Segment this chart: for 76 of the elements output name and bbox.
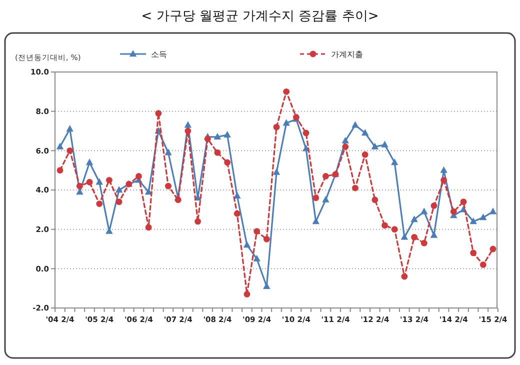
point bbox=[361, 128, 369, 136]
point bbox=[371, 142, 379, 150]
point bbox=[56, 142, 64, 150]
point bbox=[312, 194, 320, 202]
point bbox=[352, 184, 358, 192]
point bbox=[224, 159, 230, 166]
point bbox=[411, 234, 418, 240]
point bbox=[234, 210, 240, 217]
point bbox=[115, 186, 123, 193]
point bbox=[430, 202, 438, 209]
point bbox=[480, 262, 486, 268]
point bbox=[362, 151, 368, 158]
point bbox=[322, 173, 329, 180]
point bbox=[430, 231, 438, 238]
point bbox=[214, 132, 222, 140]
point bbox=[244, 291, 250, 298]
point bbox=[440, 166, 448, 173]
point bbox=[302, 130, 310, 136]
point bbox=[224, 130, 231, 138]
point bbox=[155, 110, 162, 116]
point bbox=[243, 241, 251, 248]
point bbox=[470, 250, 477, 256]
point bbox=[76, 182, 83, 190]
point bbox=[174, 196, 182, 204]
point bbox=[283, 88, 290, 95]
point bbox=[194, 218, 201, 225]
point bbox=[145, 224, 152, 231]
point bbox=[253, 254, 260, 262]
point bbox=[312, 217, 320, 224]
point bbox=[214, 149, 221, 156]
point bbox=[352, 121, 359, 128]
chart-title: < 가구당 월평균 가계수지 증감률 추이> bbox=[141, 9, 379, 24]
legend-label: 소득 bbox=[151, 50, 167, 59]
legend-label: 가계지출 bbox=[331, 50, 363, 59]
point bbox=[322, 196, 330, 202]
point bbox=[489, 208, 497, 214]
point bbox=[372, 196, 378, 204]
point bbox=[480, 214, 487, 220]
point bbox=[470, 217, 477, 224]
point bbox=[96, 178, 103, 185]
point bbox=[342, 136, 349, 144]
point bbox=[410, 216, 418, 222]
point bbox=[460, 198, 467, 205]
point bbox=[401, 273, 408, 280]
point bbox=[184, 121, 192, 128]
point bbox=[450, 208, 457, 215]
point bbox=[382, 222, 388, 229]
point bbox=[254, 228, 260, 234]
point bbox=[184, 128, 192, 134]
point bbox=[420, 208, 428, 214]
point bbox=[282, 119, 290, 126]
point bbox=[390, 158, 398, 166]
point bbox=[391, 226, 398, 233]
point bbox=[164, 148, 172, 156]
point bbox=[400, 233, 408, 240]
point bbox=[66, 125, 74, 132]
point bbox=[116, 198, 122, 205]
point bbox=[420, 240, 428, 246]
point bbox=[234, 192, 241, 198]
point bbox=[204, 136, 211, 142]
point bbox=[263, 236, 270, 242]
point bbox=[86, 158, 94, 166]
point bbox=[96, 200, 103, 207]
point bbox=[381, 140, 388, 148]
point bbox=[106, 227, 113, 234]
point bbox=[342, 144, 349, 150]
point bbox=[273, 124, 280, 130]
point bbox=[56, 167, 64, 174]
point bbox=[106, 176, 112, 184]
point bbox=[66, 147, 74, 154]
point bbox=[136, 173, 142, 180]
point bbox=[272, 168, 280, 175]
point bbox=[490, 246, 496, 252]
point bbox=[86, 178, 93, 186]
point bbox=[165, 182, 172, 190]
point bbox=[440, 176, 447, 184]
